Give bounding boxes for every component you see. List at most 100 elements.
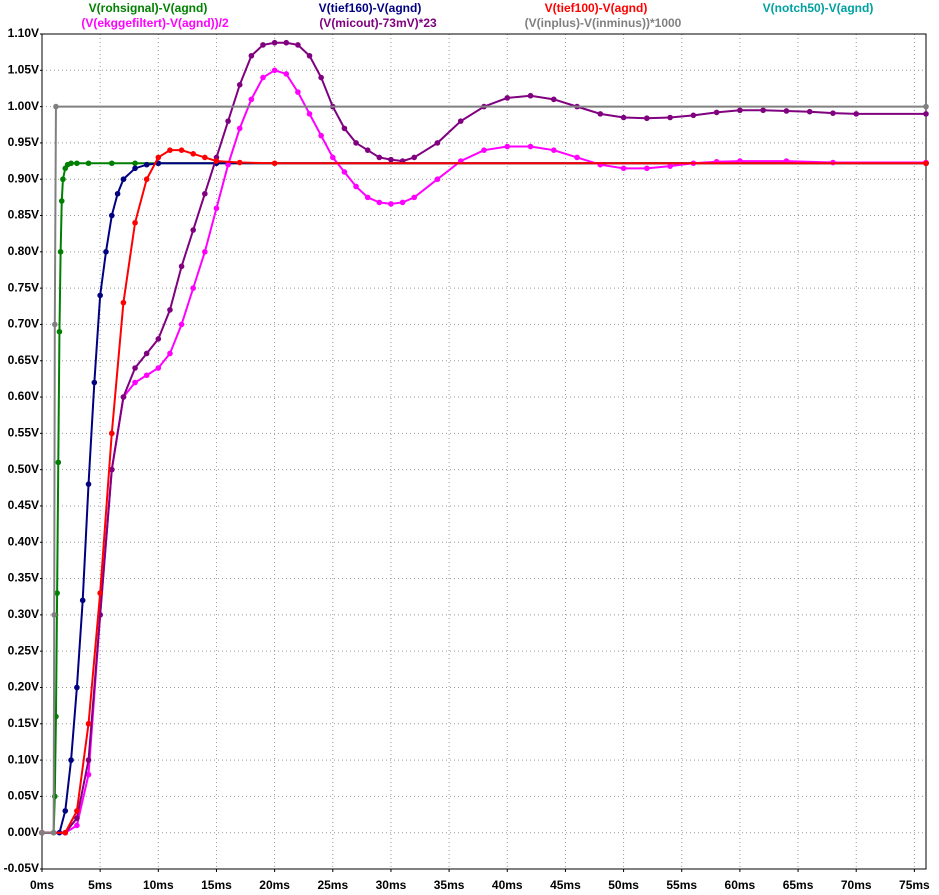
data-point [353,183,359,190]
data-point [132,379,138,386]
legend-entry: (V(micout)-73mV)*23 [319,16,437,30]
x-tick-label: 70ms [841,878,872,892]
legend-entry: V(notch50)-V(agnd) [763,1,874,15]
data-point [364,147,371,153]
data-point [55,459,62,466]
data-point [527,143,534,150]
data-point [74,815,80,821]
y-tick-label: 0.00V [8,825,39,839]
data-point [388,156,394,163]
y-tick-label: 0.10V [8,752,39,766]
y-tick-label: 1.05V [8,62,39,76]
data-point [51,612,58,618]
data-point [50,829,57,836]
data-point [132,219,138,226]
data-point [108,212,115,219]
data-point [190,285,197,291]
data-point [306,111,313,117]
data-point [411,194,418,201]
data-point [550,96,557,103]
y-tick-label: 0.75V [8,280,39,294]
data-point [68,757,74,763]
y-tick-label: 0.45V [8,498,39,512]
data-point [120,299,127,306]
data-point [318,74,324,81]
data-point [644,165,650,172]
data-point [434,176,441,183]
data-point [667,114,673,121]
data-point [62,808,69,814]
data-point [271,67,278,74]
data-point [103,249,109,255]
y-tick-label: 0.90V [8,171,39,185]
data-point [213,205,220,212]
y-tick-label: 1.10V [8,26,39,40]
data-point [853,111,860,117]
data-point [236,125,243,132]
data-point [341,169,348,175]
data-point [399,199,406,206]
data-point [167,307,173,313]
data-point [644,115,650,122]
data-point [248,52,255,59]
y-tick-label: 0.55V [8,426,39,440]
data-point [178,263,185,270]
x-tick-label: 75ms [899,878,930,892]
y-tick-label: 0.05V [8,789,39,803]
data-point [271,39,278,46]
data-point [132,165,138,172]
data-point [155,336,162,342]
data-point [306,52,313,59]
data-point [108,466,115,473]
data-point [54,590,60,596]
data-point [341,125,348,132]
data-point [39,829,45,836]
data-point [236,159,243,166]
y-tick-label: 0.60V [8,389,39,403]
data-point [85,757,92,763]
data-point [376,154,383,161]
data-point [74,808,80,814]
plot-frame [41,33,927,870]
series-line [42,162,926,834]
data-point [56,328,63,335]
data-point [550,147,557,153]
data-point [248,96,255,103]
data-point [504,143,511,150]
data-point [132,365,138,371]
data-point [155,154,162,161]
data-point [434,140,441,146]
x-tick-label: 15ms [201,878,232,892]
data-point [74,160,80,167]
data-point [760,107,766,114]
data-point [120,176,127,183]
data-point [62,829,69,836]
data-point [202,154,208,161]
data-point [74,684,80,691]
data-point [620,114,627,121]
data-point [318,132,324,139]
data-point [260,42,266,48]
x-tick-label: 10ms [143,878,174,892]
y-tick-label: -0.05V [4,861,39,875]
y-tick-label: 0.15V [8,716,39,730]
data-point [97,292,103,299]
data-point [85,160,92,167]
y-tick-label: 0.70V [8,317,39,331]
data-point [202,249,208,255]
data-point [481,147,487,153]
data-point [411,154,418,161]
data-point [260,74,266,81]
data-point [120,394,127,400]
data-point [236,82,243,88]
legend-entry: V(tief160)-V(agnd) [319,1,422,15]
x-tick-label: 40ms [492,878,523,892]
data-point [132,160,138,167]
data-point [574,154,580,161]
y-tick-label: 0.35V [8,571,39,585]
data-point [85,481,92,487]
data-point [690,112,697,119]
data-point [51,321,58,328]
series-line [42,41,926,834]
